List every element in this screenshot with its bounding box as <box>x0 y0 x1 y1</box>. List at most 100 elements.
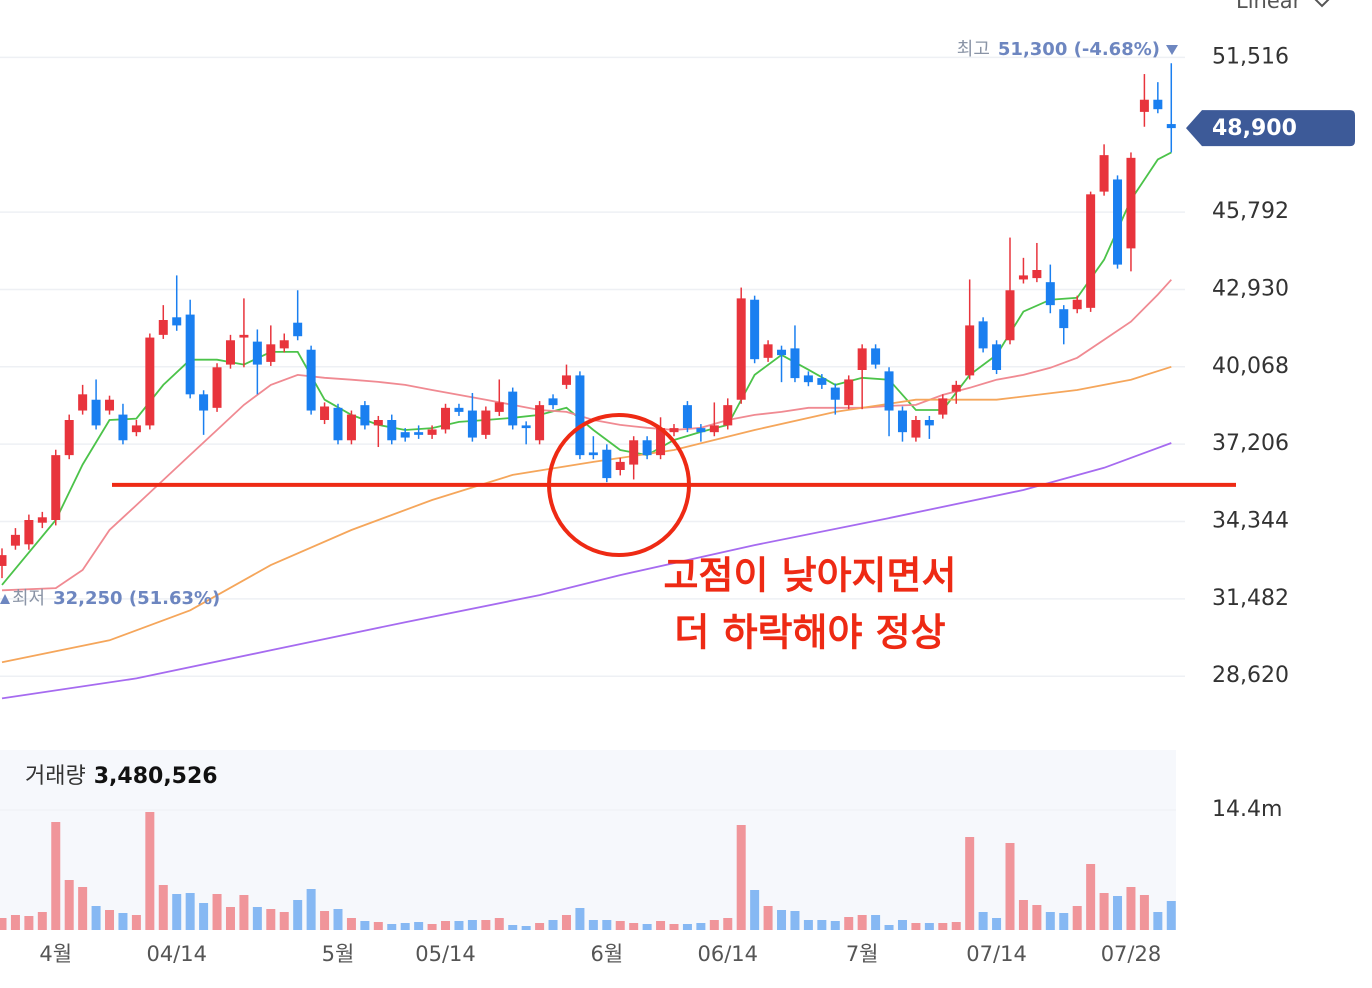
volume-bar <box>185 893 195 930</box>
volume-bar <box>696 923 706 930</box>
grid <box>0 56 1185 811</box>
volume-bar <box>803 920 813 930</box>
volume-bar <box>266 909 276 930</box>
x-tick-label: 05/14 <box>415 942 476 966</box>
volume-bar <box>10 915 20 930</box>
volume-bars <box>0 812 1176 930</box>
scale-mode[interactable]: Linear <box>1236 0 1302 13</box>
candle-body <box>763 344 773 358</box>
x-tick-label: 07/14 <box>966 942 1027 966</box>
y-tick-label: 45,792 <box>1212 199 1289 224</box>
candle-body <box>750 299 760 360</box>
candle-body <box>696 428 706 433</box>
annotation-line: 더 하락해야 정상 <box>674 611 945 655</box>
candle-body <box>441 407 451 430</box>
candle-body <box>656 428 666 456</box>
candle-body <box>78 394 88 411</box>
volume-bar <box>602 920 612 930</box>
candle-body <box>481 410 491 435</box>
y-tick-label: 34,344 <box>1212 509 1289 534</box>
candle-body <box>938 398 948 415</box>
volume-bar <box>346 918 356 930</box>
candle-body <box>131 425 141 433</box>
volume-bar <box>682 924 692 930</box>
candle-body <box>1032 270 1042 279</box>
volume-bar <box>481 920 491 930</box>
candle-body <box>521 425 531 429</box>
volume-bar <box>239 895 249 930</box>
volume-bar <box>763 906 773 930</box>
candle-body <box>212 367 222 408</box>
volume-title: 거래량 3,480,526 <box>25 764 218 789</box>
volume-bar <box>830 921 840 930</box>
candle-body <box>642 440 652 456</box>
candle-body <box>333 407 343 441</box>
candle-body <box>1166 124 1176 129</box>
x-tick-label: 04/14 <box>146 942 207 966</box>
volume-bar <box>212 894 222 930</box>
scale-mode-chevron[interactable] <box>1314 0 1330 8</box>
x-tick-label: 4월 <box>39 942 72 966</box>
candle-body <box>346 414 356 441</box>
volume-bar <box>414 922 424 930</box>
max-marker <box>1166 45 1178 55</box>
volume-bar <box>992 918 1002 930</box>
candle-body <box>199 394 209 411</box>
volume-bar <box>145 812 155 930</box>
volume-bar <box>441 921 451 930</box>
candle-body <box>911 420 921 438</box>
candle-body <box>1126 157 1136 249</box>
volume-bar <box>588 920 598 930</box>
volume-bar <box>1072 906 1082 930</box>
volume-bar <box>0 918 7 930</box>
volume-bar <box>494 918 504 930</box>
candle-body <box>279 340 289 349</box>
candle-body <box>1059 309 1069 329</box>
volume-bar <box>924 923 934 930</box>
candle-body <box>924 420 934 426</box>
volume-bar <box>1166 900 1176 930</box>
volume-bar <box>911 923 921 930</box>
min-label: 최저 <box>12 588 45 609</box>
candle-body <box>360 405 370 426</box>
volume-bar <box>118 913 128 930</box>
candle-body <box>548 398 558 406</box>
y-tick-label: 40,068 <box>1212 354 1289 379</box>
volume-bar <box>884 925 894 930</box>
volume-bar <box>857 915 867 930</box>
volume-bar <box>306 889 316 930</box>
candle-body <box>454 407 464 412</box>
volume-bar <box>750 890 760 930</box>
candle-body <box>145 337 155 426</box>
candle-body <box>51 455 61 520</box>
volume-bar <box>131 915 141 930</box>
candle-body <box>1113 179 1123 265</box>
volume-bar <box>427 924 437 930</box>
volume-bar <box>225 907 235 930</box>
candle-body <box>884 371 894 411</box>
moving-average <box>1 279 1172 592</box>
volume-bar <box>360 921 370 930</box>
volume-bar <box>333 909 343 930</box>
min-value: 32,250 (51.63%) <box>53 588 220 609</box>
volume-bar <box>817 920 827 930</box>
candle-body <box>105 399 115 411</box>
volume-bar <box>1005 843 1015 930</box>
volume-bar <box>1126 887 1136 930</box>
volume-bar <box>790 911 800 930</box>
x-tick-label: 6월 <box>590 942 623 966</box>
volume-bar <box>1032 905 1042 930</box>
candle-body <box>158 320 168 335</box>
volume-bar <box>387 924 397 930</box>
volume-bar <box>172 894 182 930</box>
candle-body <box>64 420 74 456</box>
candle-body <box>871 348 881 365</box>
volume-bar <box>965 837 975 930</box>
candle-body <box>239 334 249 338</box>
candle-body <box>225 340 235 365</box>
candle-body <box>306 349 316 411</box>
volume-bar <box>978 912 988 930</box>
volume-bar <box>521 926 531 930</box>
candle-body <box>790 348 800 379</box>
